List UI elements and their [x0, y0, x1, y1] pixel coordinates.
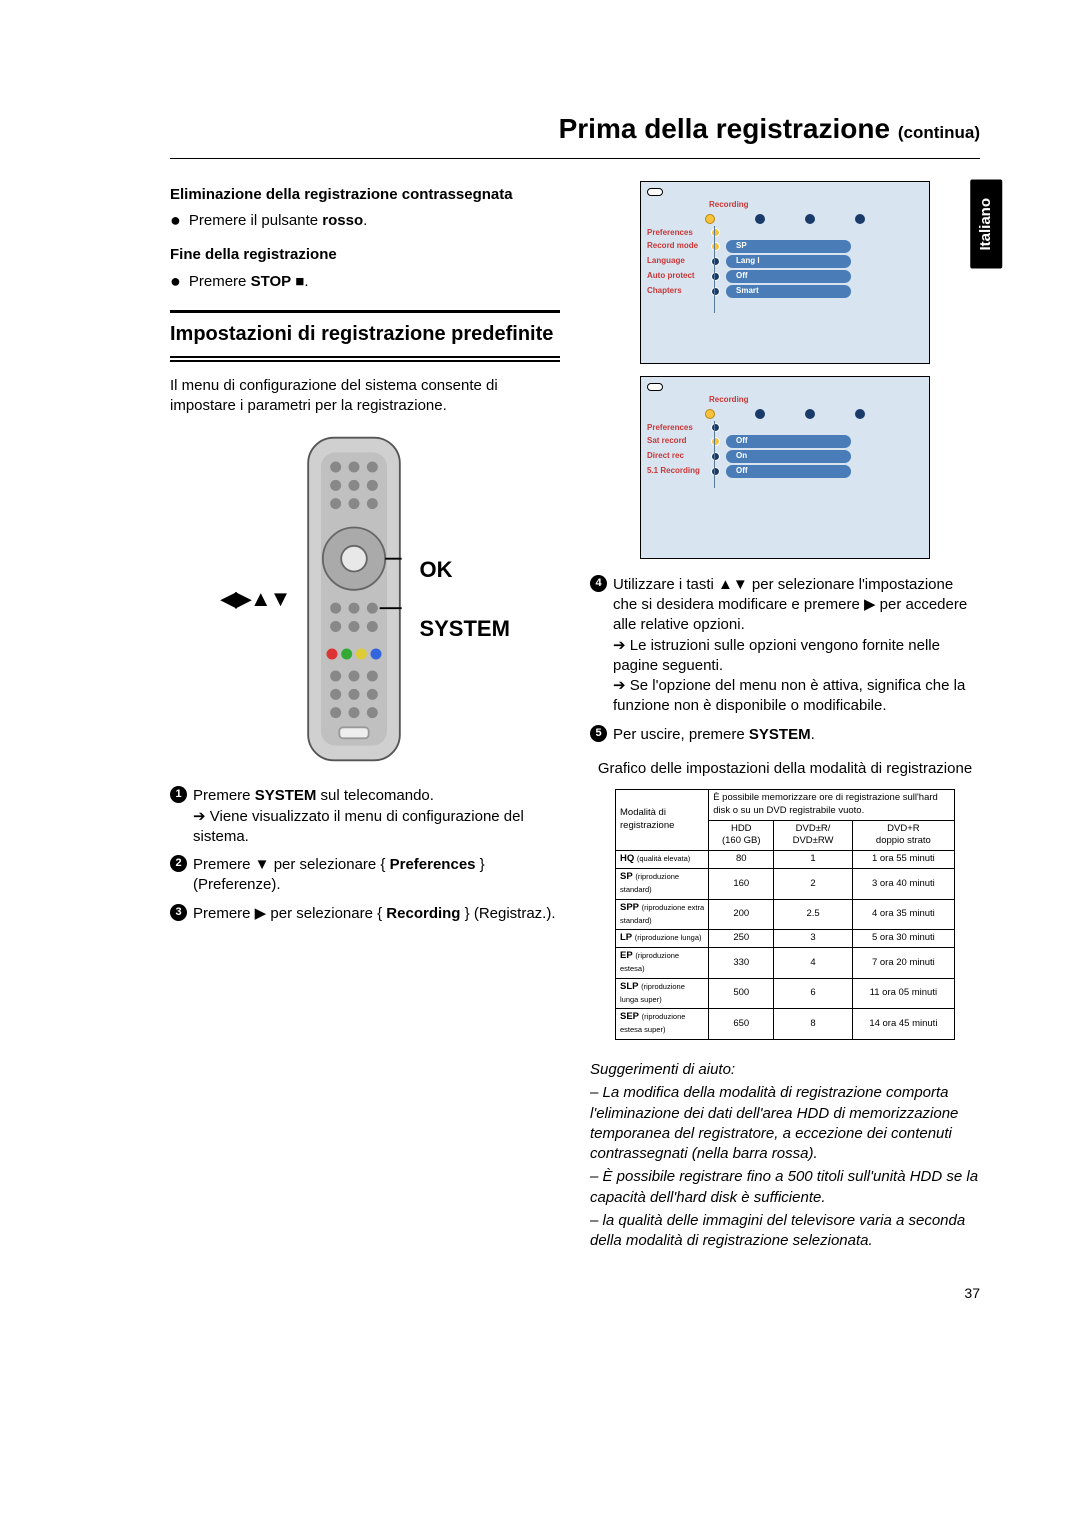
remote-diagram: ◀▶▲▼	[170, 434, 560, 764]
page-title: Prima della registrazione (continua)	[170, 110, 980, 148]
step-number-icon: 1	[170, 786, 187, 803]
remote-system-label: SYSTEM	[419, 614, 509, 644]
heading-delete: Eliminazione della registrazione contras…	[170, 185, 560, 205]
table-row: SEP (riproduzione estesa super)650814 or…	[616, 1009, 955, 1040]
step-number-icon: 5	[590, 725, 607, 742]
remote-arrows-label: ◀▶▲▼	[220, 584, 289, 614]
right-column: Recording Preferences Record modeSP Lang…	[590, 181, 980, 1255]
th-span: È possibile memorizzare ore di registraz…	[709, 790, 955, 821]
language-tab: Italiano	[970, 180, 1002, 269]
intro-paragraph: Il menu di configurazione del sistema co…	[170, 376, 560, 417]
hints-block: Suggerimenti di aiuto: – La modifica del…	[590, 1060, 980, 1251]
bullet-dot-icon: ●	[170, 272, 181, 290]
table-row: SP (riproduzione standard)16023 ora 40 m…	[616, 869, 955, 900]
table-row: SLP (riproduzione lunga super)500611 ora…	[616, 978, 955, 1009]
table-row: HQ (qualità elevata)8011 ora 55 minuti	[616, 851, 955, 869]
title-suffix: (continua)	[898, 123, 980, 142]
arrow-icon: ➔	[613, 637, 630, 654]
title-rule	[170, 158, 980, 159]
step-number-icon: 2	[170, 855, 187, 872]
table-row: SPP (riproduzione extra standard)2002.54…	[616, 899, 955, 930]
step-5: 5 Per uscire, premere SYSTEM.	[590, 725, 980, 745]
step-2: 2 Premere ▼ per selezionare { Preference…	[170, 855, 560, 896]
title-main: Prima della registrazione	[559, 113, 890, 144]
heading-end-rec: Fine della registrazione	[170, 245, 560, 265]
hint-1: – La modifica della modalità di registra…	[590, 1083, 980, 1164]
remote-ok-label: OK	[419, 555, 452, 585]
table-caption: Grafico delle impostazioni della modalit…	[590, 759, 980, 779]
left-column: Eliminazione della registrazione contras…	[170, 181, 560, 1255]
th-mode: Modalità di registrazione	[616, 790, 709, 851]
section-heading: Impostazioni di registrazione predefinit…	[170, 310, 560, 362]
menu-crumb: Recording	[709, 395, 923, 406]
bullet-press-stop: ● Premere STOP ■.	[170, 272, 560, 292]
arrow-icon: ➔	[193, 808, 210, 825]
led-icon	[647, 188, 663, 196]
step-number-icon: 3	[170, 904, 187, 921]
step-1: 1 Premere SYSTEM sul telecomando. ➔ Vien…	[170, 786, 560, 847]
menu-crumb: Recording	[709, 200, 923, 211]
remote-icon	[299, 434, 409, 764]
recording-modes-table: Modalità di registrazione È possibile me…	[615, 789, 955, 1040]
hint-3: – la qualità delle immagini del televiso…	[590, 1211, 980, 1252]
hints-title: Suggerimenti di aiuto:	[590, 1060, 980, 1080]
th-dvdrdl: DVD+Rdoppio strato	[852, 820, 954, 851]
th-hdd: HDD(160 GB)	[709, 820, 774, 851]
hint-2: – È possibile registrare fino a 500 tito…	[590, 1167, 980, 1208]
arrow-icon: ➔	[613, 677, 630, 694]
led-icon	[647, 383, 663, 391]
step-4: 4 Utilizzare i tasti ▲▼ per selezionare …	[590, 575, 980, 717]
step-3: 3 Premere ▶ per selezionare { Recording …	[170, 904, 560, 924]
table-row: EP (riproduzione estesa)33047 ora 20 min…	[616, 948, 955, 979]
bullet-dot-icon: ●	[170, 211, 181, 229]
page-number: 37	[170, 1284, 980, 1303]
step-number-icon: 4	[590, 575, 607, 592]
table-row: LP (riproduzione lunga)25035 ora 30 minu…	[616, 930, 955, 948]
th-dvdr: DVD±R/DVD±RW	[774, 820, 852, 851]
bullet-press-red: ● Premere il pulsante rosso.	[170, 211, 560, 231]
menu-screenshot-2: Recording Preferences Sat recordOff Dire…	[640, 376, 930, 559]
menu-screenshot-1: Recording Preferences Record modeSP Lang…	[640, 181, 930, 364]
